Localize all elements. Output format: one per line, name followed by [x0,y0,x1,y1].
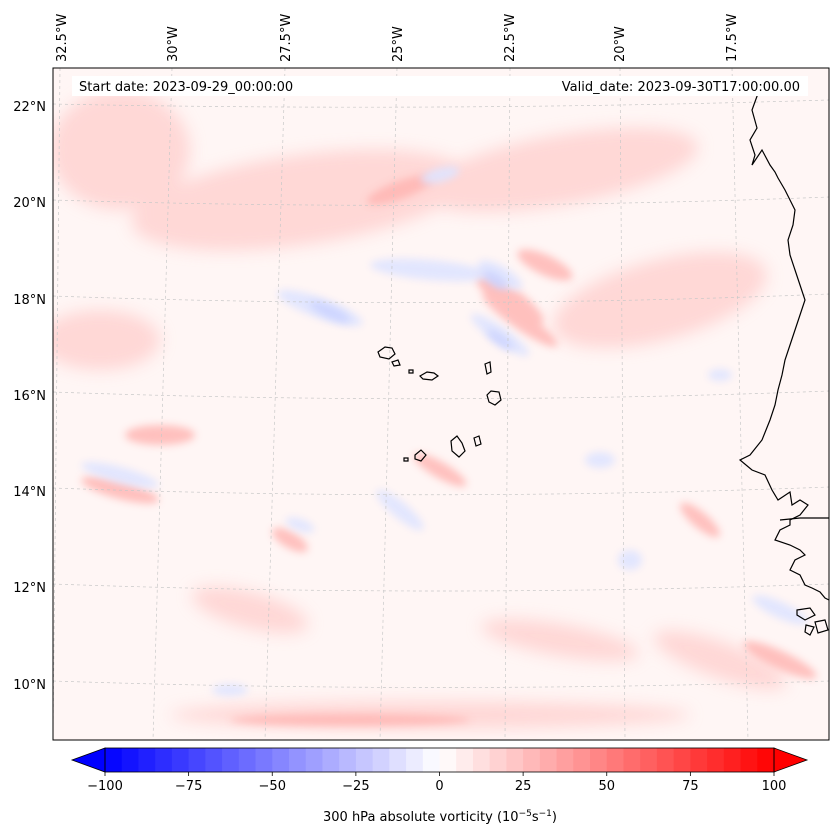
colorbar-tick-label: 0 [435,779,443,794]
colorbar-cell [623,748,641,772]
valid-date-label: Valid_date: 2023-09-30T17:00:00.00 [562,80,800,95]
colorbar-cell [740,748,758,772]
colorbar-cell [590,748,608,772]
colorbar-cell [439,748,457,772]
colorbar-tick-label: 75 [682,779,699,794]
colorbar-cell [188,748,206,772]
colorbar-ticks: −100 −75 −50 −25 0 25 50 75 100 [87,772,786,794]
lat-label: 12°N [13,581,46,596]
lon-label: 25°W [391,26,406,62]
lat-label: 10°N [13,678,46,693]
colorbar-cell [506,748,524,772]
colorbar-cells [105,748,775,772]
map-panel: Start date: 2023-09-29_00:00:00 Valid_da… [52,67,830,741]
colorbar-cell [305,748,324,772]
colorbar-tick-label: −75 [175,779,202,794]
colorbar-cell [606,748,625,772]
colorbar-tick-label: 50 [598,779,615,794]
colorbar-cell [105,748,123,772]
colorbar-cell [272,748,290,772]
start-date-label: Start date: 2023-09-29_00:00:00 [79,80,293,95]
colorbar-cell [205,748,223,772]
colorbar-cell [539,748,558,772]
colorbar-cell [456,748,474,772]
graticule [53,68,829,740]
colorbar-cell [171,748,190,772]
lat-label: 16°N [13,389,46,404]
latitude-labels: 22°N 20°N 18°N 16°N 14°N 12°N 10°N [13,100,46,693]
lon-label: 20°W [613,26,628,62]
lon-label: 17.5°W [725,14,740,62]
colorbar-cell [556,748,574,772]
colorbar-cell [573,748,591,772]
colorbar-cell [656,748,675,772]
lat-label: 20°N [13,196,46,211]
colorbar-cell [757,748,775,772]
colorbar-cell [389,748,407,772]
colorbar-extend-low [70,747,106,773]
colorbar-cell [322,748,340,772]
map-frame [52,67,830,741]
colorbar-label: 300 hPa absolute vorticity (10−5s−1) [323,809,557,825]
vorticity-field [53,90,817,729]
colorbar-cell [372,748,390,772]
colorbar-cell [690,748,708,772]
lon-label: 30°W [166,26,181,62]
colorbar-cell [121,748,140,772]
lon-label: 27.5°W [279,14,294,62]
colorbar-tick-label: −100 [87,779,123,794]
colorbar-cell [640,748,658,772]
colorbar-cell [138,748,156,772]
colorbar-cell [355,748,374,772]
colorbar-tick-label: 25 [515,779,532,794]
lat-label: 22°N [13,100,46,115]
colorbar-cell [707,748,725,772]
colorbar-cell [422,748,441,772]
lon-label: 22.5°W [503,14,518,62]
colorbar-tick-label: −25 [342,779,369,794]
lon-label: 32.5°W [55,14,70,62]
colorbar-cell [472,748,491,772]
colorbar-cell [339,748,357,772]
colorbar: −100 −75 −50 −25 0 25 50 75 100 300 hPa absolute… [70,747,809,825]
colorbar-cell [523,748,541,772]
colorbar-cell [723,748,742,772]
lat-label: 18°N [13,293,46,308]
colorbar-cell [222,748,240,772]
colorbar-tick-label: 100 [762,779,787,794]
colorbar-cell [238,748,257,772]
header-background [72,76,808,96]
colorbar-extend-high [773,747,809,773]
colorbar-tick-label: −50 [259,779,286,794]
colorbar-cell [255,748,273,772]
colorbar-cell [489,748,507,772]
longitude-labels: 32.5°W 30°W 27.5°W 25°W 22.5°W 20°W 17.5… [55,14,740,62]
colorbar-cell [155,748,173,772]
colorbar-cell [673,748,691,772]
colorbar-cell [406,748,424,772]
lat-label: 14°N [13,485,46,500]
coastlines [377,87,829,636]
colorbar-cell [288,748,307,772]
